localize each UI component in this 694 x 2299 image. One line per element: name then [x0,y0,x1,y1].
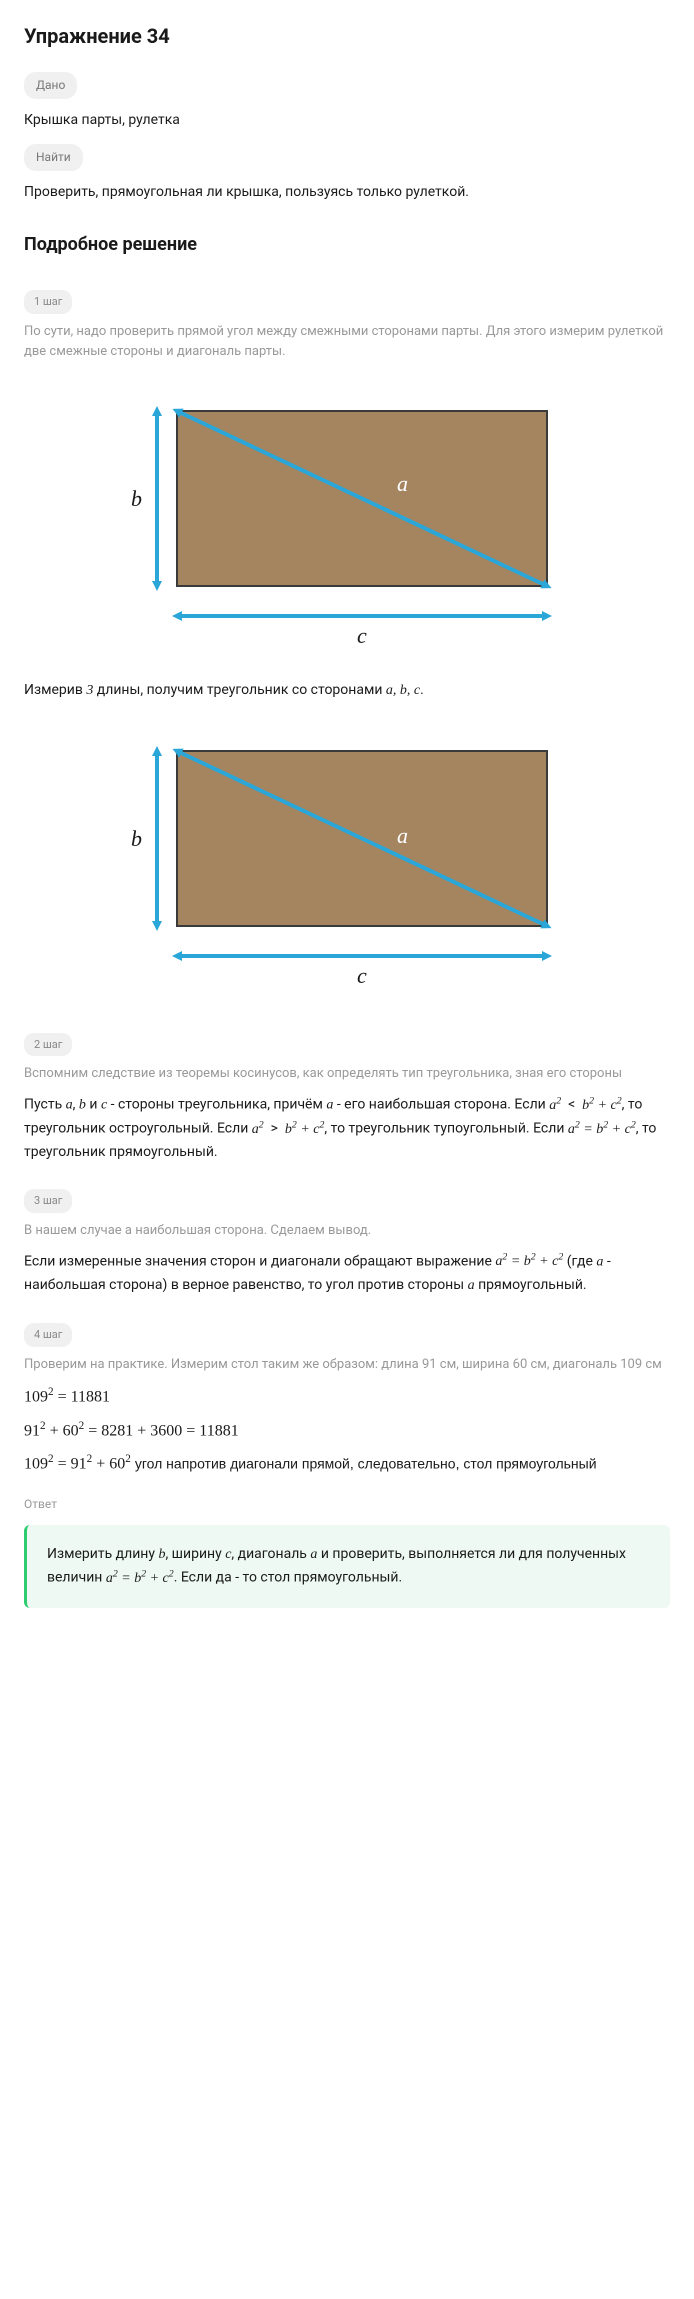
label-c-2: c [357,963,367,988]
formula-1: 1092 = 11881 [24,1384,670,1410]
formula-3: 1092 = 912 + 602 угол напротив диагонали… [24,1451,670,1477]
formula-2: 912 + 602 = 8281 + 3600 = 11881 [24,1418,670,1444]
label-b: b [131,486,142,511]
step-2-body: Пусть a, b и c - стороны треугольника, п… [24,1093,670,1163]
find-badge: Найти [24,144,83,171]
step-2-hint: Вспомним следствие из теоремы косинусов,… [24,1064,670,1085]
answer-label: Ответ [24,1495,670,1514]
diagram-2: a b c [117,731,577,991]
label-a-2: a [397,823,408,848]
label-a: a [397,471,408,496]
given-badge: Дано [24,72,77,99]
step-1-hint: По сути, надо проверить прямой угол межд… [24,322,670,364]
page-title: Упражнение 34 [24,20,670,52]
find-text: Проверить, прямоугольная ли крышка, поль… [24,181,670,203]
step-badge-3: 3 шаг [24,1189,72,1213]
step-badge-4: 4 шаг [24,1323,72,1347]
diagram-1: a b c [117,391,577,651]
step-1-after: Измерив 3 длины, получим треугольник со … [24,679,670,702]
given-text: Крышка парты, рулетка [24,109,670,131]
figure-2: a b c [24,731,670,991]
answer-box: Измерить длину b, ширину c, диагональ a … [24,1525,670,1608]
label-c: c [357,623,367,648]
step-badge-1: 1 шаг [24,290,72,314]
figure-1: a b c [24,391,670,651]
step-badge-2: 2 шаг [24,1033,72,1057]
solution-heading: Подробное решение [24,231,670,260]
step-4-hint: Проверим на практике. Измерим стол таким… [24,1355,670,1376]
step-3-hint: В нашем случае a наибольшая сторона. Сде… [24,1221,670,1242]
label-b-2: b [131,826,142,851]
step-3-body: Если измеренные значения сторон и диагон… [24,1250,670,1297]
